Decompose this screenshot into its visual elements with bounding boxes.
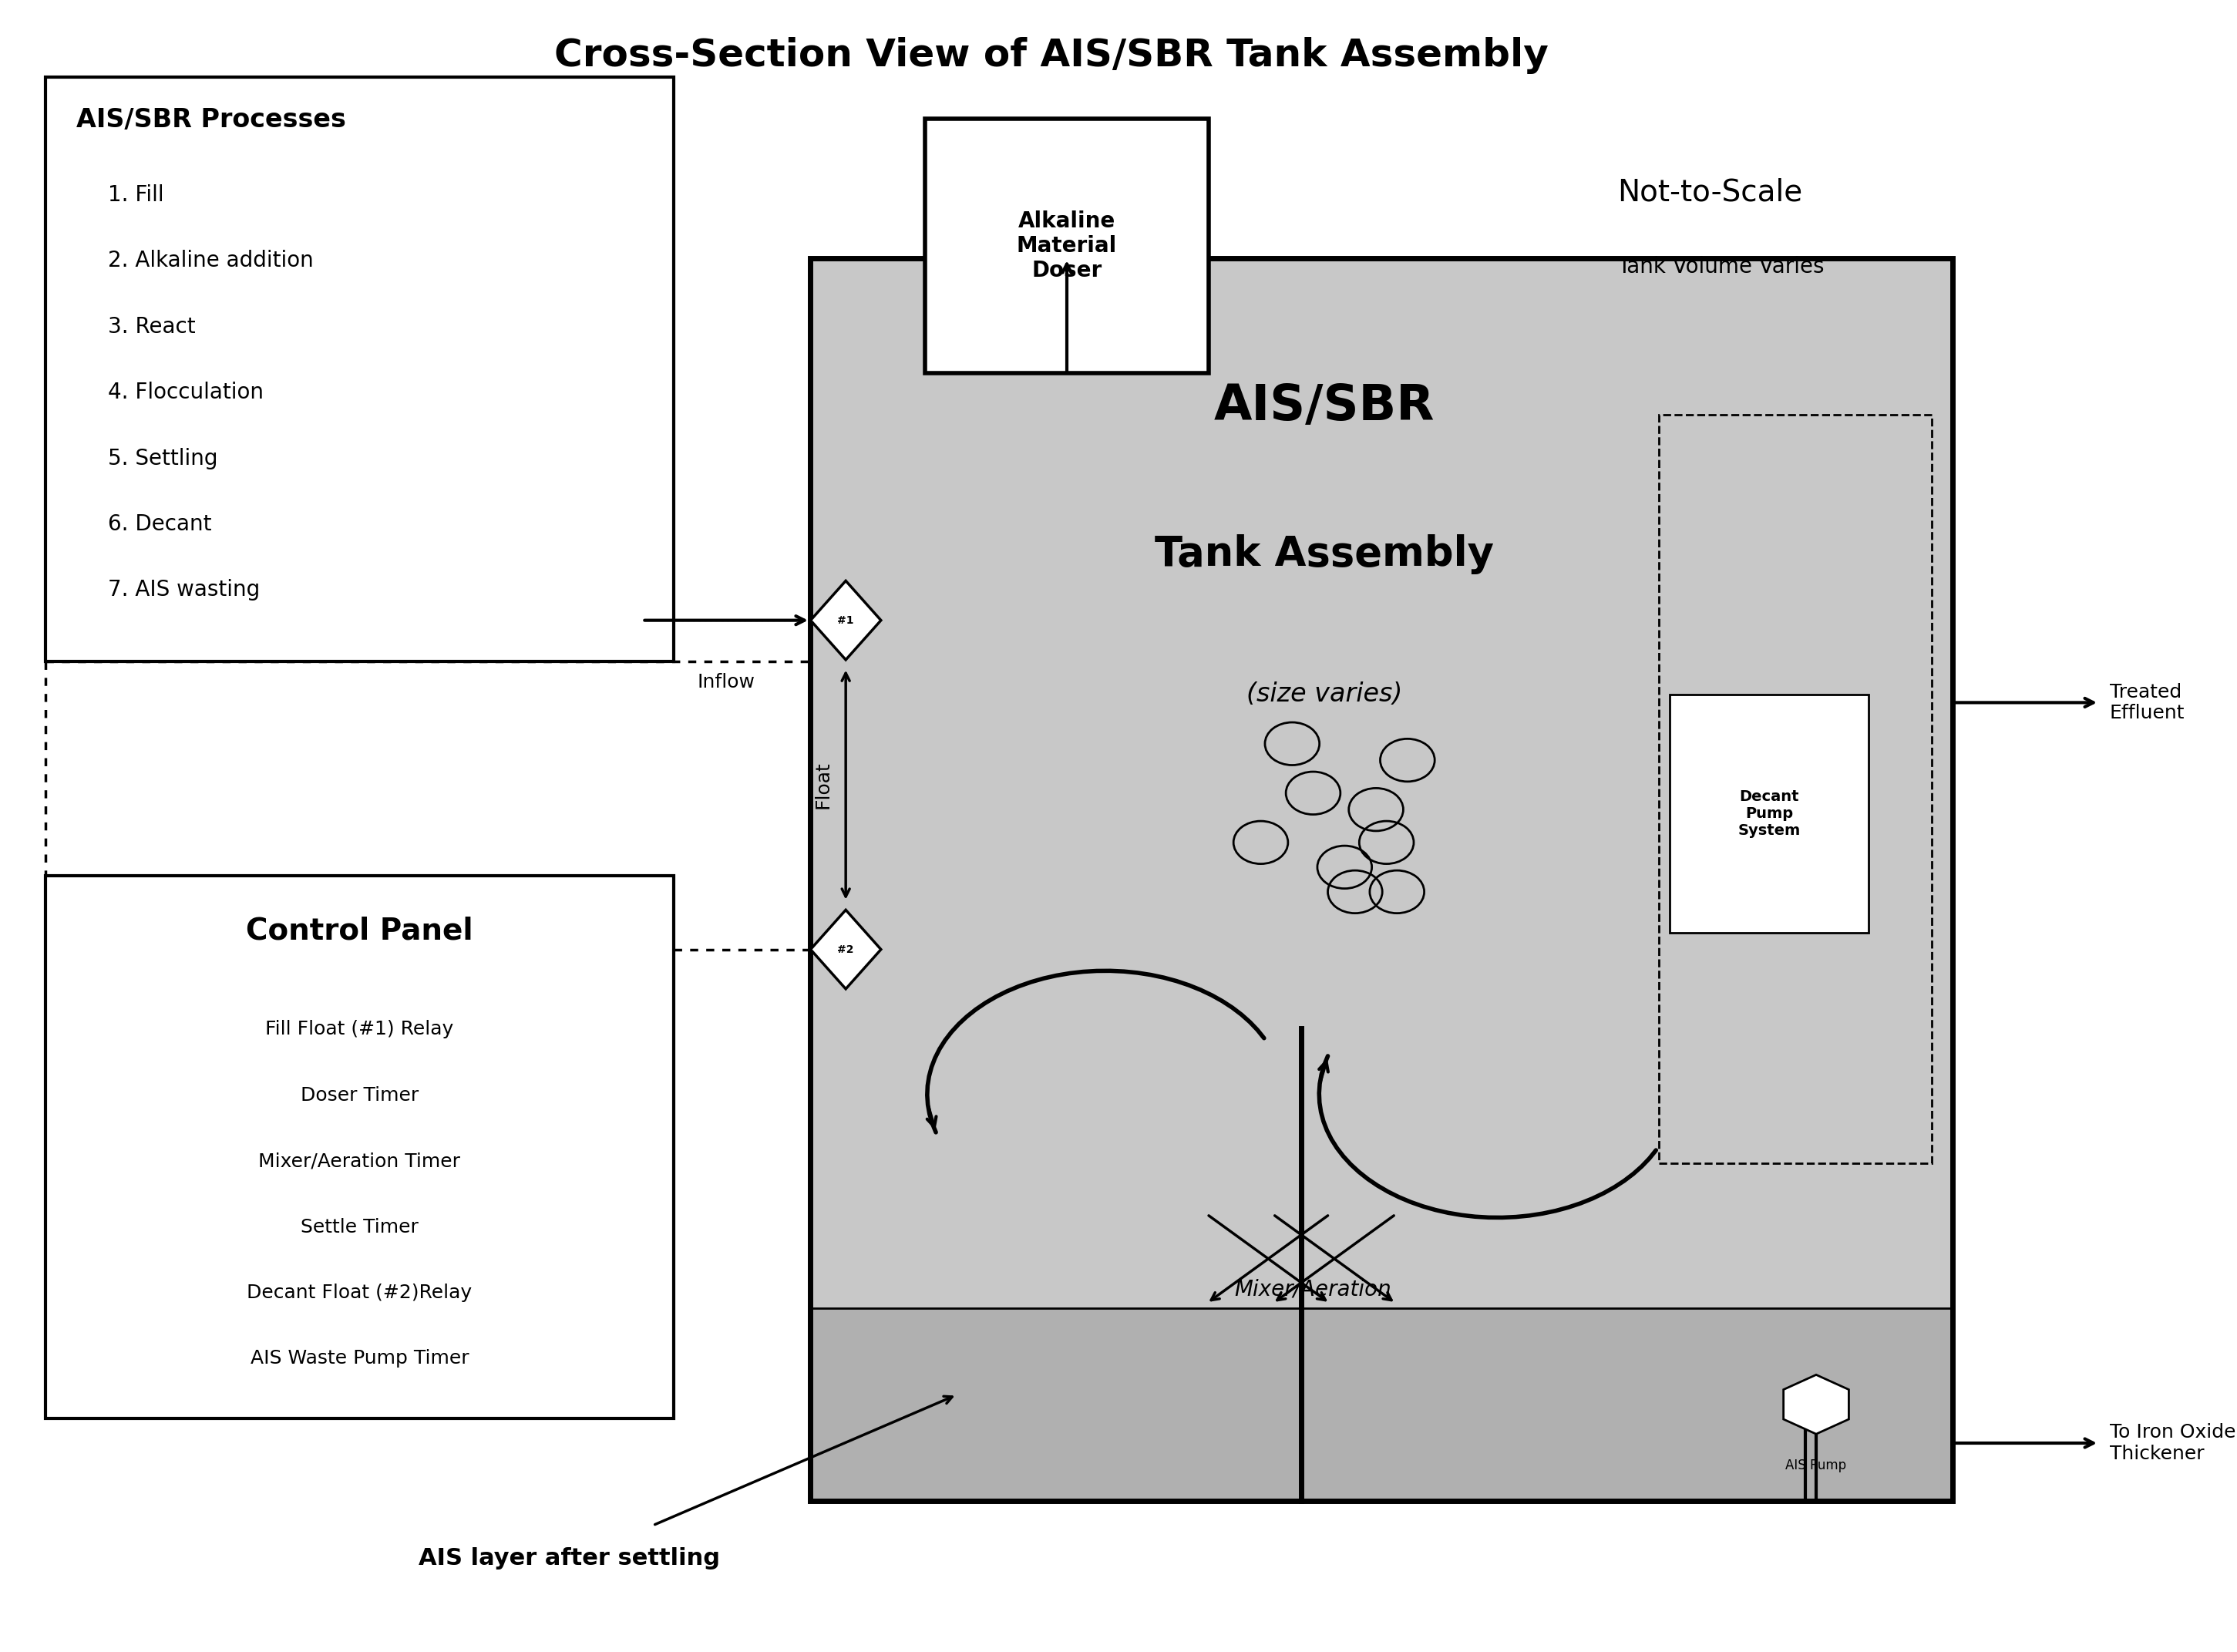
Bar [1660, 415, 1931, 1163]
Text: Mixer/Aeration: Mixer/Aeration [1235, 1279, 1391, 1300]
Text: Float: Float [814, 762, 832, 809]
Text: Control Panel: Control Panel [246, 917, 472, 947]
Text: 2. Alkaline addition: 2. Alkaline addition [107, 249, 313, 271]
Bar [45, 78, 673, 661]
Bar [926, 119, 1208, 373]
Polygon shape [810, 582, 881, 659]
Text: #1: #1 [837, 615, 855, 626]
Text: Decant Float (#2)Relay: Decant Float (#2)Relay [246, 1284, 472, 1302]
Text: 4. Flocculation: 4. Flocculation [107, 382, 264, 403]
Text: AIS/SBR Processes: AIS/SBR Processes [76, 107, 347, 132]
Text: Not-to-Scale: Not-to-Scale [1617, 178, 1803, 206]
Text: AIS/SBR: AIS/SBR [1215, 383, 1434, 430]
Polygon shape [1783, 1374, 1848, 1434]
Text: 7. AIS wasting: 7. AIS wasting [107, 580, 259, 601]
Text: AIS Waste Pump Timer: AIS Waste Pump Timer [251, 1350, 470, 1368]
Text: Doser Timer: Doser Timer [300, 1085, 418, 1105]
Text: Cross-Section View of AIS/SBR Tank Assembly: Cross-Section View of AIS/SBR Tank Assem… [555, 38, 1548, 74]
Text: Alkaline
Material
Doser: Alkaline Material Doser [1016, 210, 1116, 282]
Polygon shape [810, 910, 881, 990]
Text: AIS Pump: AIS Pump [1785, 1459, 1846, 1472]
Bar [810, 258, 1953, 1500]
Text: Decant
Pump
System: Decant Pump System [1738, 790, 1801, 838]
Text: 3. React: 3. React [107, 316, 195, 337]
Bar [1669, 694, 1868, 933]
Bar [810, 1308, 1953, 1500]
Text: Settle Timer: Settle Timer [300, 1218, 418, 1236]
Text: 1. Fill: 1. Fill [107, 185, 163, 206]
Text: Inflow: Inflow [698, 672, 756, 692]
Bar [45, 876, 673, 1419]
Text: AIS layer after settling: AIS layer after settling [418, 1548, 720, 1569]
Text: 5. Settling: 5. Settling [107, 448, 217, 469]
Text: 6. Decant: 6. Decant [107, 514, 213, 535]
Text: Tank Assembly: Tank Assembly [1154, 535, 1494, 575]
Text: (size varies): (size varies) [1246, 682, 1403, 707]
Text: Treated
Effluent: Treated Effluent [2109, 682, 2186, 722]
Text: To Iron Oxide
Thickener: To Iron Oxide Thickener [2109, 1422, 2235, 1464]
Text: #2: #2 [837, 943, 855, 955]
Text: Mixer/Aeration Timer: Mixer/Aeration Timer [259, 1151, 461, 1170]
Bar [810, 258, 1953, 1500]
Text: Tank Volume Varies: Tank Volume Varies [1617, 256, 1823, 278]
Text: Fill Float (#1) Relay: Fill Float (#1) Relay [266, 1021, 454, 1039]
